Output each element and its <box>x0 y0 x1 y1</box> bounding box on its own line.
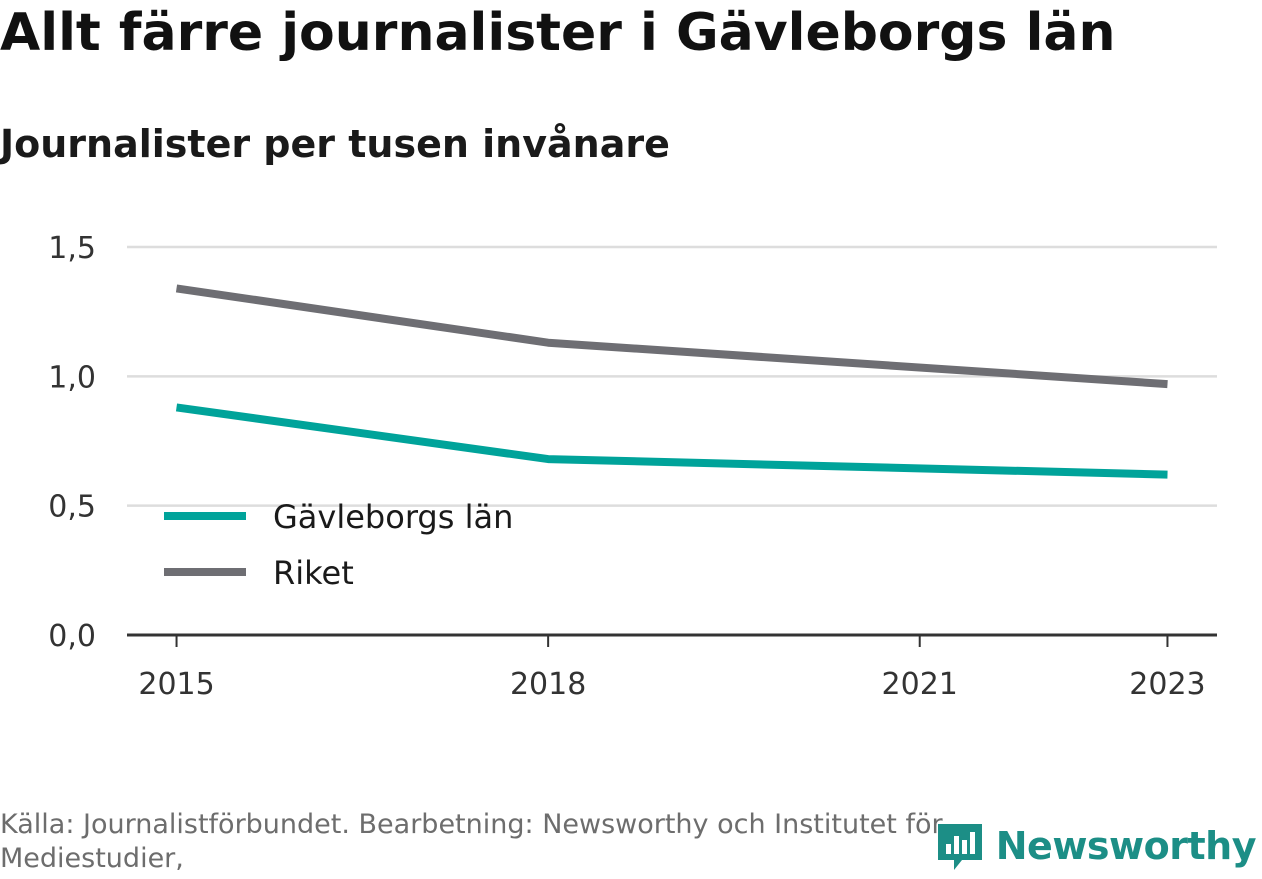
x-tick-label: 2018 <box>510 667 586 702</box>
line-chart: 0,0 0,5 1,0 1,5 2015 2018 2021 2023 Gävleborgs … <box>48 231 1217 702</box>
series-lines <box>175 284 1168 479</box>
x-tick-label: 2023 <box>1129 667 1205 702</box>
series-line-riket <box>175 284 1168 389</box>
legend: Gävleborgs län Riket <box>164 498 513 592</box>
chart-subtitle: Journalister per tusen invånare <box>0 122 670 166</box>
newsworthy-logo-icon <box>937 824 982 870</box>
brand-name: Newsworthy <box>995 824 1257 868</box>
y-tick-label: 0,5 <box>48 490 96 525</box>
y-tick-label: 0,0 <box>48 619 96 654</box>
legend-label: Gävleborgs län <box>273 498 513 536</box>
series-line-gavleborgs-lan <box>175 403 1168 479</box>
y-tick-label: 1,5 <box>48 231 96 266</box>
y-tick-label: 1,0 <box>48 360 96 395</box>
x-tick-label: 2015 <box>138 667 214 702</box>
source-note: Källa: Journalistförbundet. Bearbetning:… <box>0 809 943 874</box>
axes: 0,0 0,5 1,0 1,5 2015 2018 2021 2023 <box>48 231 1217 702</box>
x-tick-label: 2021 <box>882 667 958 702</box>
legend-label: Riket <box>273 554 354 592</box>
chart-title: Allt färre journalister i Gävleborgs län <box>0 3 1116 63</box>
brand-logo: Newsworthy <box>932 818 1257 874</box>
